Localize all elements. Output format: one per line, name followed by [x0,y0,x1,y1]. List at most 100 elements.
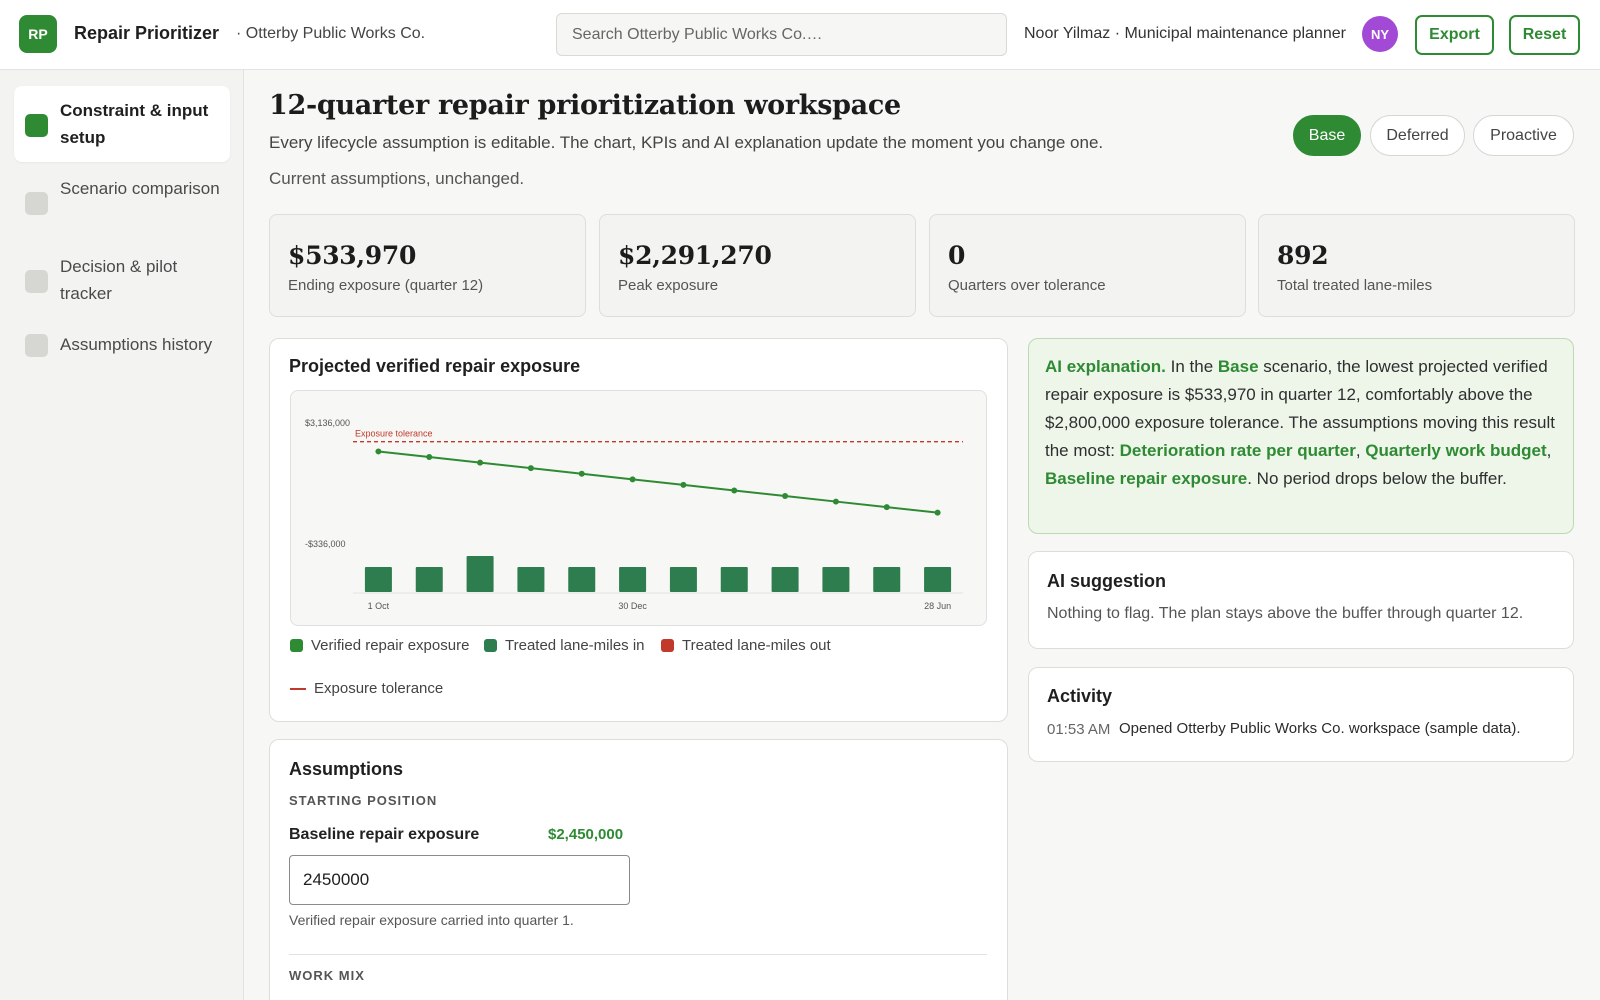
line-point [477,459,484,466]
kpi-card-treated-lane-miles: 892 Total treated lane-miles [1258,214,1575,317]
y-tick-label: -$336,000 [305,539,346,549]
status-square-icon [25,192,48,215]
sidebar-item-assumptions-history[interactable]: Assumptions history [14,320,230,369]
legend-swatch-icon [290,639,303,652]
kpi-value: 892 [1277,241,1329,270]
activity-card [1028,667,1574,762]
line-point [527,465,534,472]
legend-swatch-icon [484,639,497,652]
kpi-card-ending-exposure: $533,970 Ending exposure (quarter 12) [269,214,586,317]
top-bar: RP Repair Prioritizer · Otterby Public W… [0,0,1600,70]
legend-label: Treated lane-miles in [505,637,645,654]
driver-highlight: Baseline repair exposure [1045,469,1248,488]
driver-highlight: Deterioration rate per quarter [1119,441,1356,460]
bar-treated-in [720,566,748,592]
org-name: · Otterby Public Works Co. [236,25,426,42]
ai-text: scenario, the lowest projected verified … [1045,357,1555,460]
sidebar-item-decision-tracker[interactable]: Decision & pilot tracker [14,242,230,318]
kpi-card-quarters-over: 0 Quarters over tolerance [929,214,1246,317]
page-title: 12-quarter repair prioritization workspa… [269,90,901,121]
legend-item-tolerance: Exposure tolerance [290,680,443,697]
divider [289,954,987,955]
line-point [680,481,687,488]
sidebar-item-scenario-comparison[interactable]: Scenario comparison [14,164,230,215]
ai-explanation-lead: AI explanation. [1045,357,1166,376]
ai-text: In the [1165,357,1218,376]
kpi-label: Ending exposure (quarter 12) [288,277,484,294]
sidebar-item-label: Constraint & input setup [60,101,209,147]
tolerance-label: Exposure tolerance [355,429,433,439]
bar-treated-in [771,566,799,592]
app-logo: RP [19,15,57,53]
y-tick-label: $3,136,000 [305,418,350,428]
search-input[interactable] [556,13,1007,56]
ai-explanation-card: AI explanation. In the Base scenario, th… [1028,338,1574,534]
sidebar-item-label: Assumptions history [60,335,213,354]
assumptions-title: Assumptions [289,759,404,779]
ai-suggestion-card [1028,551,1574,649]
ai-suggestion-title: AI suggestion [1047,571,1167,591]
ai-suggestion-text: Nothing to flag. The plan stays above th… [1047,605,1524,622]
x-tick-label: 1 Oct [368,601,390,611]
reset-button[interactable]: Reset [1509,15,1580,55]
activity-time: 01:53 AM [1047,721,1111,738]
baseline-exposure-display: $2,450,000 [548,826,624,843]
bar-treated-in [364,566,392,592]
legend-item-treated-out: Treated lane-miles out [661,637,831,654]
ai-text: , [1546,441,1552,460]
line-point [375,448,382,455]
app-title: Repair Prioritizer [74,23,220,43]
legend-label: Verified repair exposure [311,637,470,654]
bar-treated-in [924,566,952,592]
status-text: Current assumptions, unchanged. [269,169,525,188]
legend-swatch-icon [661,639,674,652]
bar-treated-in [466,556,494,592]
sidebar-item-label: Decision & pilot tracker [60,257,178,303]
export-button[interactable]: Export [1415,15,1494,55]
activity-text: Opened Otterby Public Works Co. workspac… [1119,720,1521,737]
chart-area: $3,136,000 -$336,000 Exposure tolerance 1 O… [290,390,987,626]
x-tick-label: 28 Jun [924,601,951,611]
sidebar-item-constraint-setup[interactable]: Constraint & input setup [14,86,230,162]
kpi-value: $533,970 [288,241,417,270]
legend-label: Exposure tolerance [314,680,444,697]
scenario-proactive-tab[interactable]: Proactive [1473,115,1574,156]
sidebar: Constraint & input setup Scenario compar… [0,70,244,1000]
kpi-card-peak-exposure: $2,291,270 Peak exposure [599,214,916,317]
status-square-icon [25,114,48,137]
field-help-text: Verified repair exposure carried into qu… [289,912,574,928]
bar-treated-in [568,566,596,592]
driver-highlight: Quarterly work budget [1365,441,1547,460]
bar-treated-in [619,566,647,592]
legend-line-icon [290,687,306,690]
line-verified-exposure [378,450,938,514]
section-heading: STARTING POSITION [289,793,438,808]
avatar[interactable]: NY [1362,16,1398,52]
bar-treated-in [517,566,545,592]
line-point [578,470,585,477]
page-subtitle: Every lifecycle assumption is editable. … [269,133,1104,152]
exposure-chart: $3,136,000 -$336,000 Exposure tolerance 1 O… [305,418,963,611]
bar-treated-in [822,566,850,592]
line-point [629,476,636,483]
ai-text: , [1355,441,1366,460]
kpi-label: Peak exposure [618,277,719,294]
line-point [731,487,738,494]
bar-treated-in [669,566,697,592]
line-point [426,454,433,461]
scenario-base-tab[interactable]: Base [1293,115,1361,156]
kpi-label: Quarters over tolerance [948,277,1106,294]
scenario-deferred-tab[interactable]: Deferred [1370,115,1465,156]
line-point [832,498,839,505]
baseline-exposure-label: Baseline repair exposure [289,826,480,843]
ai-text: . No period drops below the buffer. [1247,469,1507,488]
status-square-icon [25,270,48,293]
line-point [782,493,789,500]
user-label: Noor Yilmaz · Municipal maintenance plan… [1024,25,1346,42]
kpi-label: Total treated lane-miles [1277,277,1433,294]
legend-label: Treated lane-miles out [682,637,831,654]
baseline-exposure-input[interactable] [289,855,630,905]
kpi-value: 0 [948,241,966,270]
kpi-value: $2,291,270 [618,241,772,270]
bar-treated-in [873,566,901,592]
